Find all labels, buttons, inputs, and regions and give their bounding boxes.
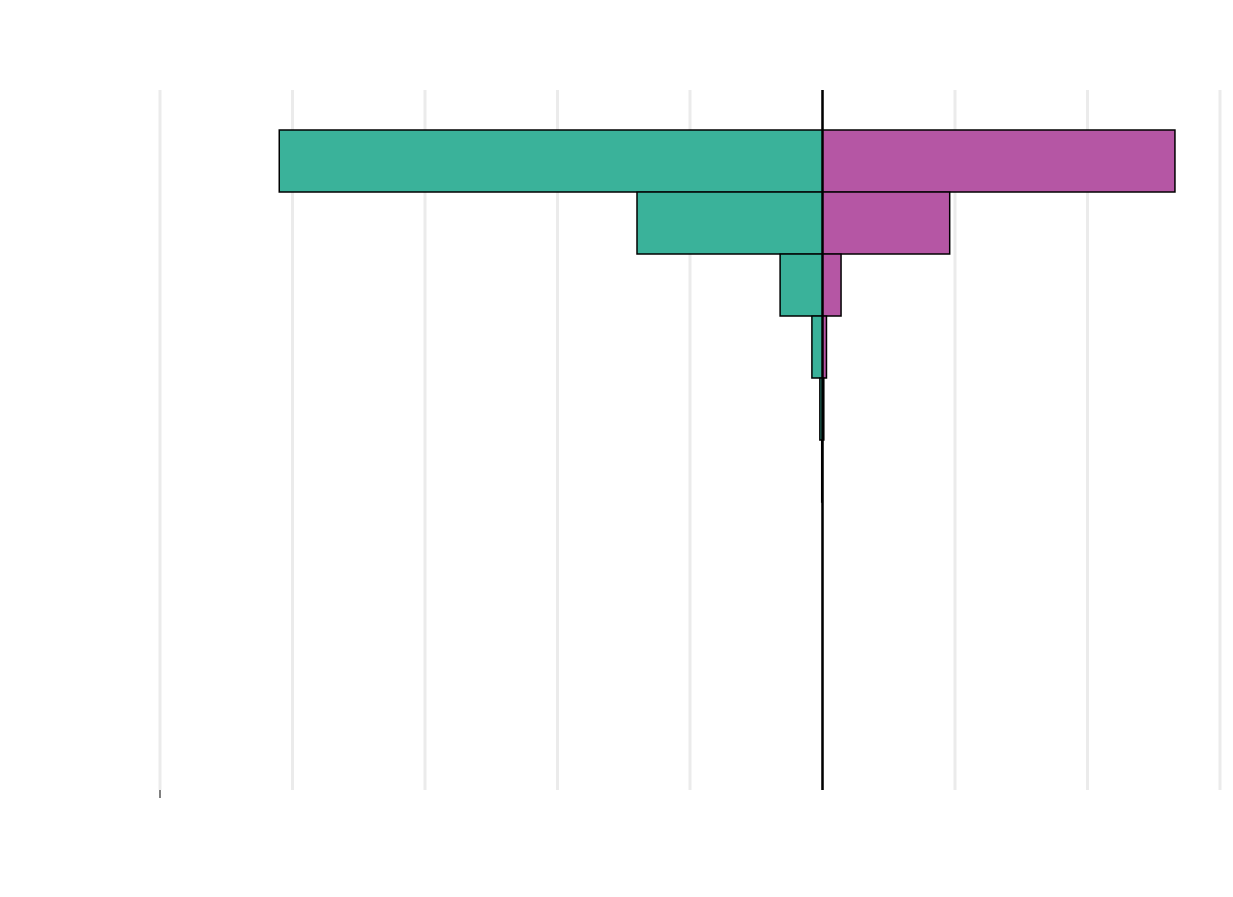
bar <box>823 130 1175 192</box>
bar <box>823 254 842 316</box>
bar <box>279 130 822 192</box>
bar <box>823 192 950 254</box>
bar <box>812 316 823 378</box>
bar <box>637 192 823 254</box>
mortality-pyramid-chart <box>0 0 1233 897</box>
bar <box>780 254 822 316</box>
